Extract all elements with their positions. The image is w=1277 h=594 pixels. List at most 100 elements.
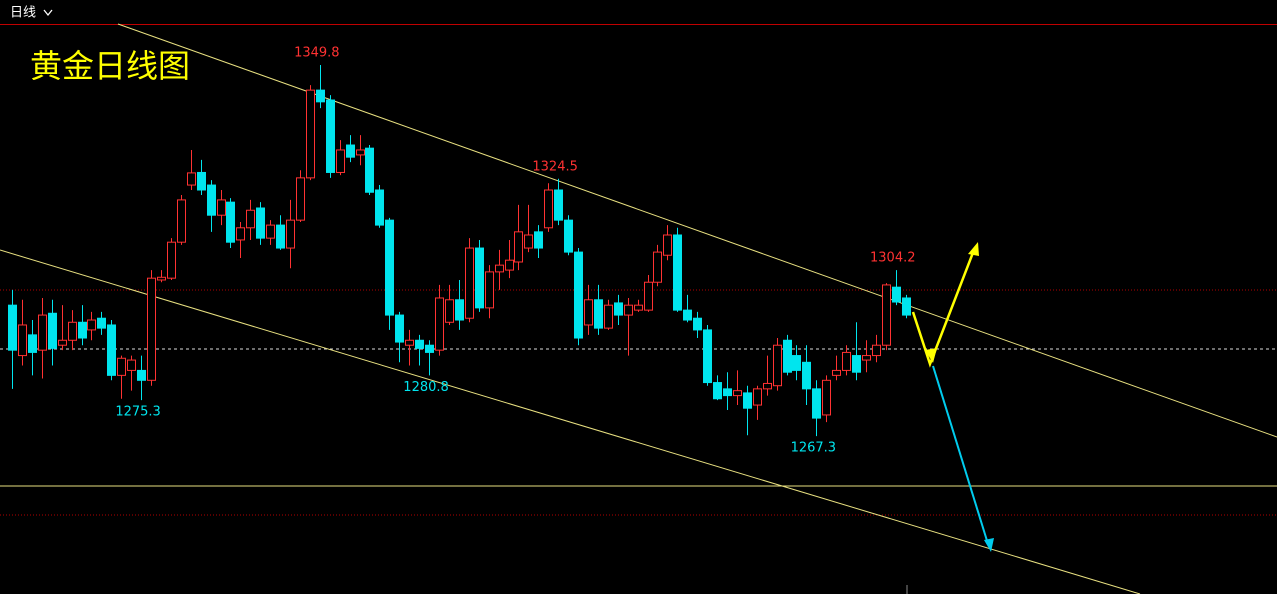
candle-body [713, 382, 722, 400]
candle-body [87, 319, 96, 331]
candle-body [673, 234, 682, 311]
forecast-arrow [911, 249, 976, 368]
candle-body [783, 339, 792, 373]
candle-body [306, 89, 315, 179]
arrow-head [968, 242, 979, 256]
candle-body [644, 281, 653, 311]
candle-body [465, 247, 474, 319]
candle-body [723, 388, 732, 397]
candle-body [564, 219, 573, 253]
candle-body [385, 219, 394, 316]
candle-body [822, 379, 831, 416]
candle-body [614, 302, 623, 316]
candle-body [38, 314, 47, 351]
candle-body [812, 388, 821, 419]
candle-body [107, 324, 116, 376]
candle-body [594, 299, 603, 329]
candle-body [395, 314, 404, 343]
candle-body [226, 201, 235, 243]
candle-body [902, 297, 911, 316]
candle-body [346, 144, 355, 158]
candle-body [58, 339, 67, 346]
candle-body [425, 344, 434, 353]
candle-body [683, 309, 692, 321]
candle-body [97, 317, 106, 329]
candle-body [574, 251, 583, 339]
candle-body [375, 189, 384, 226]
candle-body [117, 357, 126, 376]
arrows [911, 242, 994, 552]
candle-body [475, 247, 484, 309]
candle-body [653, 251, 662, 283]
candle-body [882, 284, 891, 346]
candle-body [703, 329, 712, 384]
candle-body [554, 189, 563, 221]
candle-body [187, 172, 196, 186]
candle-body [514, 231, 523, 263]
extreme-label: 1267.3 [791, 441, 837, 456]
candle-body [544, 189, 553, 229]
candle-body [266, 224, 275, 239]
candle-body [802, 361, 811, 390]
candle-body [852, 355, 861, 373]
candle-body [256, 207, 265, 239]
candle-body [296, 177, 305, 221]
candle-body [246, 209, 255, 229]
candle-body [405, 339, 414, 346]
candle-body [177, 199, 186, 243]
candle-body [217, 199, 226, 216]
trend-line [0, 249, 1141, 594]
candle-body [693, 317, 702, 331]
candle-body [8, 304, 17, 351]
candle-body [753, 388, 762, 406]
candle-body [524, 234, 533, 249]
extreme-label: 1349.8 [294, 45, 340, 60]
candle-body [435, 297, 444, 351]
candle-body [167, 241, 176, 279]
candle-body [743, 392, 752, 409]
candle-body [197, 171, 206, 191]
candle-body [495, 264, 504, 273]
candle-body [534, 231, 543, 249]
candle-body [445, 299, 454, 323]
period-selector[interactable]: 日线 [10, 6, 36, 21]
candle-body [157, 276, 166, 281]
candle-body [316, 89, 325, 103]
candle-body [485, 271, 494, 309]
candle-body [842, 351, 851, 371]
candle-body [415, 339, 424, 349]
candle-body [147, 277, 156, 381]
extreme-label: 1304.2 [870, 251, 916, 266]
candle-body [48, 312, 57, 349]
candle-body [78, 321, 87, 339]
candles: 1349.8 1324.5 1304.2 1275.3 1280.8 1267.3 [8, 45, 916, 456]
candle-body [326, 99, 335, 173]
candle-body [137, 369, 146, 381]
candle-body [505, 259, 514, 271]
candle-body [733, 390, 742, 397]
candle-body [68, 321, 77, 341]
candle-body [872, 344, 881, 357]
arrow-head [984, 538, 994, 552]
candle-body [634, 304, 643, 311]
candle-body [792, 355, 801, 371]
extreme-label: 1324.5 [532, 159, 578, 174]
candle-body [28, 334, 37, 353]
candle-body [624, 304, 633, 316]
arrow-head [925, 348, 937, 363]
candle-body [584, 299, 593, 326]
candle-body [18, 324, 27, 357]
chart-title: 黄金日线图 [30, 47, 190, 85]
candle-body [862, 355, 871, 361]
candle-body [236, 227, 245, 241]
candle-body [604, 304, 613, 329]
forecast-arrow [932, 365, 989, 545]
candle-body [773, 344, 782, 387]
candle-body [127, 359, 136, 371]
period-dropdown-icon[interactable] [43, 9, 53, 17]
candle-body [336, 149, 345, 173]
candle-body [892, 286, 901, 303]
candle-body [286, 219, 295, 249]
